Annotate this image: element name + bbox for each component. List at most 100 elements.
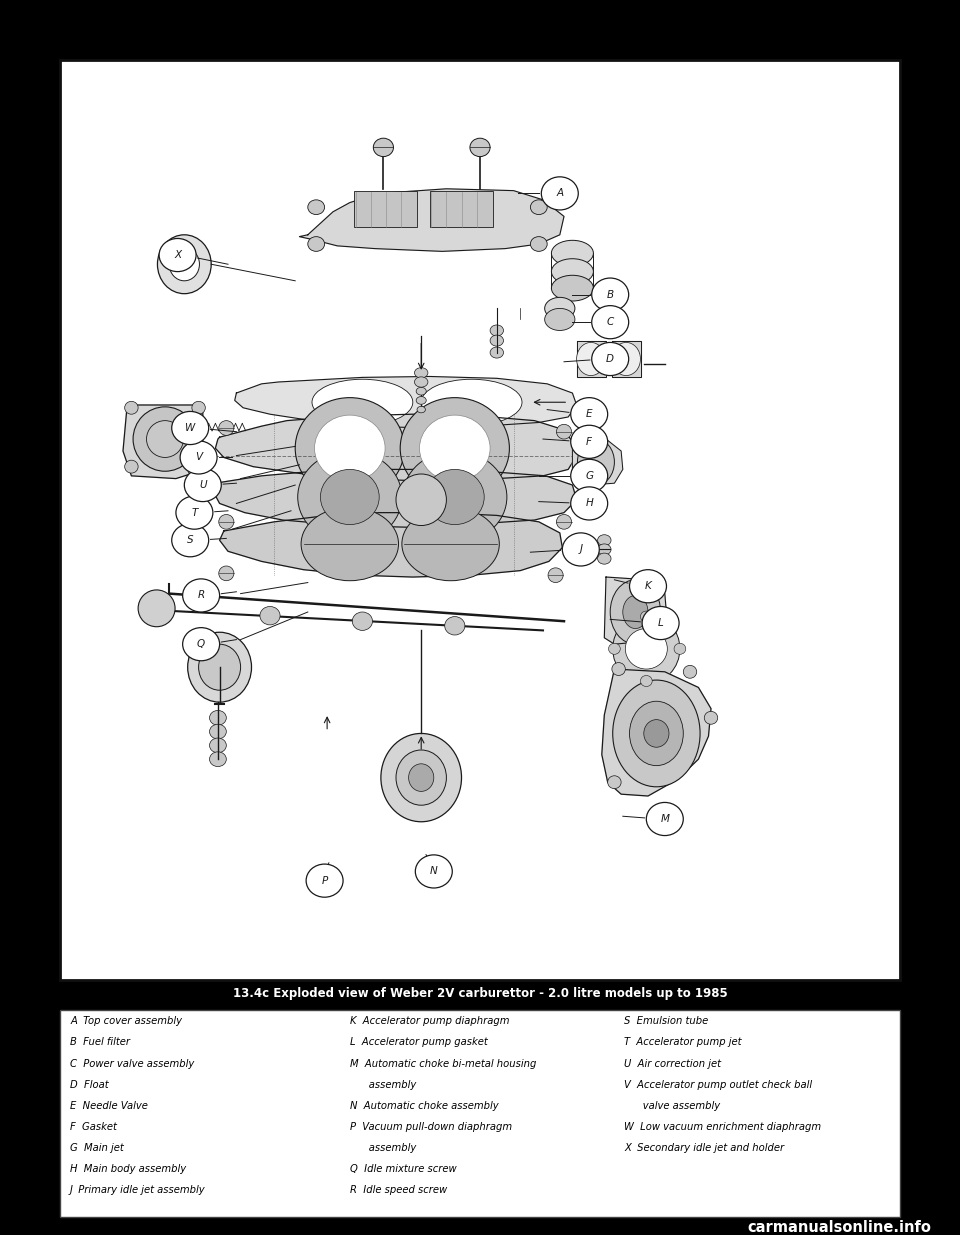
Ellipse shape	[597, 535, 612, 546]
Ellipse shape	[591, 278, 629, 311]
Ellipse shape	[415, 368, 428, 378]
Ellipse shape	[705, 711, 718, 724]
Ellipse shape	[352, 613, 372, 630]
Bar	[430, 190, 492, 227]
Ellipse shape	[176, 496, 213, 530]
Text: U: U	[199, 480, 206, 490]
Ellipse shape	[321, 469, 379, 525]
Ellipse shape	[490, 335, 504, 346]
Text: X: X	[174, 249, 181, 261]
Ellipse shape	[421, 379, 522, 425]
Text: V  Accelerator pump outlet check ball: V Accelerator pump outlet check ball	[624, 1079, 812, 1089]
Ellipse shape	[612, 680, 700, 787]
Ellipse shape	[612, 614, 680, 684]
FancyBboxPatch shape	[60, 61, 900, 981]
Ellipse shape	[417, 406, 425, 412]
Text: P: P	[322, 876, 327, 885]
Ellipse shape	[157, 235, 211, 294]
Polygon shape	[215, 414, 577, 482]
Ellipse shape	[381, 734, 462, 821]
Ellipse shape	[597, 543, 612, 555]
Ellipse shape	[597, 553, 612, 564]
Ellipse shape	[209, 752, 227, 767]
Text: V: V	[195, 452, 203, 462]
Text: A: A	[556, 189, 564, 199]
Ellipse shape	[612, 663, 625, 676]
Ellipse shape	[425, 469, 484, 525]
Polygon shape	[612, 341, 641, 378]
Ellipse shape	[577, 438, 614, 485]
Ellipse shape	[184, 468, 221, 501]
Ellipse shape	[444, 616, 465, 635]
Ellipse shape	[570, 459, 608, 493]
Text: A  Top cover assembly: A Top cover assembly	[70, 1016, 182, 1026]
Ellipse shape	[591, 342, 629, 375]
Ellipse shape	[402, 508, 499, 580]
Ellipse shape	[416, 855, 452, 888]
Ellipse shape	[209, 739, 227, 753]
Ellipse shape	[640, 611, 652, 622]
Text: T  Accelerator pump jet: T Accelerator pump jet	[624, 1037, 742, 1047]
Text: J  Primary idle jet assembly: J Primary idle jet assembly	[70, 1186, 205, 1195]
Text: assembly: assembly	[349, 1079, 416, 1089]
Ellipse shape	[182, 579, 220, 613]
Text: J: J	[579, 545, 583, 555]
Text: H: H	[586, 499, 593, 509]
Ellipse shape	[125, 461, 138, 473]
Polygon shape	[577, 341, 606, 378]
Polygon shape	[220, 513, 563, 577]
Ellipse shape	[557, 425, 571, 438]
Ellipse shape	[646, 803, 684, 836]
Ellipse shape	[684, 666, 697, 678]
Ellipse shape	[630, 569, 666, 603]
Ellipse shape	[470, 138, 490, 157]
Ellipse shape	[138, 590, 175, 626]
Text: H  Main body assembly: H Main body assembly	[70, 1165, 186, 1174]
Text: W  Low vacuum enrichment diaphragm: W Low vacuum enrichment diaphragm	[624, 1123, 822, 1132]
Ellipse shape	[396, 750, 446, 805]
Ellipse shape	[308, 200, 324, 215]
Ellipse shape	[674, 643, 685, 655]
Ellipse shape	[551, 275, 593, 301]
Polygon shape	[300, 189, 564, 252]
Ellipse shape	[172, 524, 208, 557]
Ellipse shape	[630, 701, 684, 766]
Ellipse shape	[570, 398, 608, 431]
Ellipse shape	[625, 629, 667, 669]
Polygon shape	[602, 669, 711, 797]
Polygon shape	[234, 377, 577, 429]
Ellipse shape	[612, 342, 640, 375]
Text: M: M	[660, 814, 669, 824]
Text: C  Power valve assembly: C Power valve assembly	[70, 1058, 194, 1068]
Ellipse shape	[608, 776, 621, 789]
Ellipse shape	[623, 595, 648, 629]
Ellipse shape	[644, 720, 669, 747]
Ellipse shape	[530, 200, 547, 215]
Ellipse shape	[315, 415, 385, 482]
Text: C: C	[607, 317, 613, 327]
Ellipse shape	[125, 401, 138, 414]
Polygon shape	[123, 405, 203, 479]
Ellipse shape	[577, 342, 605, 375]
Text: E: E	[586, 409, 592, 419]
Text: D: D	[606, 354, 614, 364]
Polygon shape	[214, 469, 577, 527]
Ellipse shape	[570, 487, 608, 520]
Ellipse shape	[192, 401, 205, 414]
Ellipse shape	[544, 298, 575, 320]
Text: assembly: assembly	[349, 1144, 416, 1153]
Ellipse shape	[570, 425, 608, 458]
Text: E  Needle Valve: E Needle Valve	[70, 1100, 148, 1110]
Ellipse shape	[544, 309, 575, 331]
Text: valve assembly: valve assembly	[624, 1100, 721, 1110]
Ellipse shape	[400, 398, 510, 499]
Polygon shape	[605, 577, 666, 645]
Ellipse shape	[260, 606, 280, 625]
Text: L  Accelerator pump gasket: L Accelerator pump gasket	[349, 1037, 488, 1047]
Text: L: L	[658, 618, 663, 629]
Ellipse shape	[541, 177, 578, 210]
Text: U  Air correction jet: U Air correction jet	[624, 1058, 722, 1068]
Ellipse shape	[642, 606, 679, 640]
Text: N: N	[430, 867, 438, 877]
Ellipse shape	[415, 377, 428, 387]
